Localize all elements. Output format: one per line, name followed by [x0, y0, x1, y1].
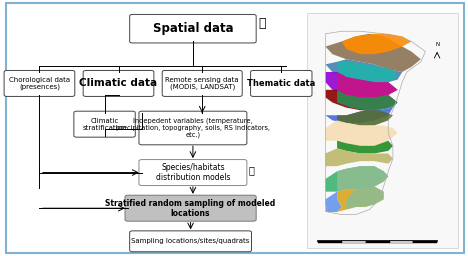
FancyBboxPatch shape — [413, 241, 437, 243]
Polygon shape — [325, 34, 421, 72]
FancyBboxPatch shape — [130, 231, 251, 252]
Text: 🪙: 🪙 — [258, 17, 265, 30]
Text: Species/habitats
distribution models: Species/habitats distribution models — [156, 163, 230, 182]
Polygon shape — [325, 120, 397, 146]
Text: N: N — [435, 41, 439, 47]
FancyBboxPatch shape — [4, 70, 75, 97]
Polygon shape — [337, 72, 397, 98]
FancyBboxPatch shape — [74, 111, 135, 137]
Text: Stratified random sampling of modeled
locations: Stratified random sampling of modeled lo… — [105, 198, 276, 218]
Polygon shape — [325, 72, 397, 98]
FancyBboxPatch shape — [319, 241, 342, 243]
FancyBboxPatch shape — [250, 70, 312, 97]
Text: Indepedent variables (temperature,
precipitation, topography, soils, RS indicato: Indepedent variables (temperature, preci… — [116, 118, 270, 138]
Polygon shape — [325, 108, 393, 123]
FancyBboxPatch shape — [83, 70, 154, 97]
Text: Thematic data: Thematic data — [247, 79, 315, 88]
FancyBboxPatch shape — [130, 14, 256, 43]
Polygon shape — [325, 90, 397, 110]
Text: Sampling locations/sites/quadrats: Sampling locations/sites/quadrats — [132, 238, 250, 244]
Polygon shape — [337, 166, 388, 209]
Text: Spatial data: Spatial data — [153, 22, 233, 35]
FancyBboxPatch shape — [390, 241, 413, 243]
Text: Climatic
stratification: Climatic stratification — [82, 118, 127, 131]
Polygon shape — [337, 110, 393, 125]
FancyBboxPatch shape — [342, 241, 366, 243]
Polygon shape — [325, 148, 393, 166]
FancyBboxPatch shape — [139, 111, 247, 145]
FancyBboxPatch shape — [125, 195, 256, 221]
Polygon shape — [342, 34, 411, 54]
FancyBboxPatch shape — [139, 159, 247, 186]
Polygon shape — [325, 59, 402, 82]
Text: 🐋: 🐋 — [249, 165, 255, 175]
FancyBboxPatch shape — [307, 13, 458, 248]
FancyBboxPatch shape — [366, 241, 390, 243]
Text: Chorological data
(presences): Chorological data (presences) — [9, 77, 70, 90]
FancyBboxPatch shape — [6, 3, 464, 253]
Polygon shape — [337, 62, 397, 82]
Polygon shape — [337, 187, 384, 212]
Polygon shape — [337, 141, 393, 153]
Polygon shape — [325, 166, 388, 192]
FancyBboxPatch shape — [162, 70, 242, 97]
Text: Remote sensing data
(MODIS, LANDSAT): Remote sensing data (MODIS, LANDSAT) — [165, 77, 239, 90]
Polygon shape — [325, 192, 342, 212]
Polygon shape — [337, 90, 397, 110]
Text: Climatic data: Climatic data — [80, 78, 158, 88]
